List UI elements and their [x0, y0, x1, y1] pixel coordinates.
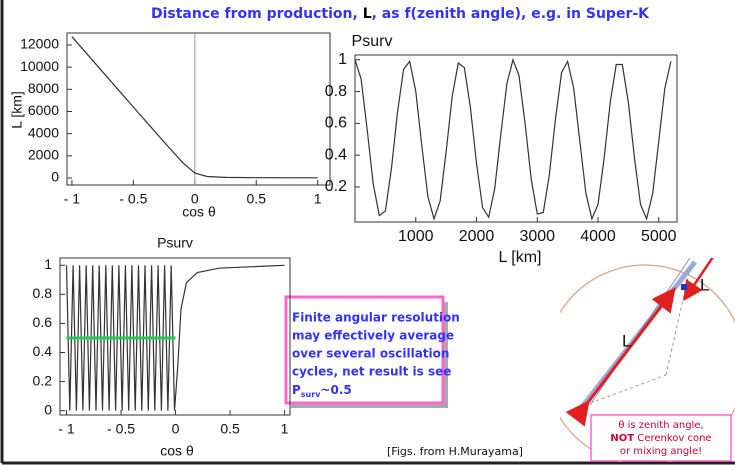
- y-tick-label: 0.4: [325, 146, 347, 163]
- data-line: [65, 264, 285, 411]
- data-line: [354, 57, 672, 221]
- x-tick-label: - 0.5: [119, 191, 147, 207]
- callout-text: may effectively average: [292, 329, 454, 343]
- callout-part: ~0.5: [320, 383, 351, 397]
- note-part: NOT: [610, 433, 634, 444]
- y-tick-label: 0: [51, 169, 59, 185]
- chart-title: Psurv: [157, 235, 193, 251]
- y-tick-label: 0: [44, 401, 52, 417]
- y-tick-label: 0.4: [33, 343, 53, 359]
- plot-frame: [354, 54, 678, 223]
- title-part: , as f(zenith angle), e.g. in Super-K: [372, 6, 651, 22]
- callout-box: [284, 295, 445, 405]
- path-arrow: [565, 287, 676, 427]
- y-tick-label: 1: [44, 256, 52, 272]
- x-tick-label: 0.5: [247, 191, 267, 207]
- zenith-diagram: [560, 258, 735, 462]
- chart-title: Psurv: [352, 33, 393, 50]
- y-axis-label: L [km]: [9, 91, 25, 129]
- x-axis-label: L [km]: [499, 249, 542, 266]
- note-part: Cerenkov cone: [634, 433, 711, 444]
- title-part: L: [363, 6, 372, 22]
- x-tick-label: 0: [191, 191, 199, 207]
- x-tick-label: - 1: [58, 421, 75, 437]
- x-axis-label: cos θ: [160, 443, 194, 459]
- x-tick-label: 4000: [580, 228, 616, 245]
- title-part: Distance from production,: [151, 6, 363, 22]
- callout-text: cycles, net result is see: [292, 365, 451, 379]
- x-tick-label: 1: [314, 191, 322, 207]
- diagram-label: L: [700, 275, 709, 294]
- note-text: NOT Cerenkov cone: [610, 433, 711, 444]
- y-tick-label: 0.6: [325, 115, 347, 132]
- x-tick-label: 5000: [641, 228, 677, 245]
- note-text: θ is zenith angle,: [618, 420, 703, 431]
- earth-circle: [560, 264, 735, 462]
- x-tick-label: - 1: [64, 191, 81, 207]
- x-tick-label: 0.5: [220, 421, 240, 437]
- note-box: [590, 414, 732, 462]
- y-tick-label: 10000: [20, 58, 59, 74]
- x-tick-label: 1000: [398, 228, 434, 245]
- x-tick-label: 2000: [459, 228, 495, 245]
- x-tick-label: 0: [172, 421, 180, 437]
- track-edge: [589, 258, 691, 406]
- detector: [681, 284, 687, 290]
- short-arrow: [683, 258, 714, 302]
- y-tick-label: 4000: [28, 124, 59, 140]
- y-tick-label: 0.8: [325, 83, 347, 100]
- data-line: [71, 36, 318, 179]
- y-tick-label: 0.2: [33, 372, 53, 388]
- note-text: or mixing angle!: [620, 446, 702, 457]
- callout-part: P: [292, 383, 301, 397]
- caption: [Figs. from H.Murayama]: [387, 445, 523, 458]
- y-tick-label: 0.6: [33, 314, 53, 330]
- y-tick-label: 1: [338, 51, 347, 68]
- x-tick-label: 1: [281, 421, 289, 437]
- callout-text: Finite angular resolution: [292, 311, 460, 325]
- y-tick-label: 0.2: [325, 178, 347, 195]
- x-tick-label: - 0.5: [107, 421, 135, 437]
- plot-frame: [66, 32, 331, 186]
- slide-title: Distance from production, L, as f(zenith…: [151, 6, 650, 22]
- y-tick-label: 2000: [28, 147, 59, 163]
- y-tick-label: 8000: [28, 80, 59, 96]
- y-tick-label: 12000: [20, 36, 59, 52]
- x-tick-label: 3000: [519, 228, 555, 245]
- y-tick-label: 6000: [28, 102, 59, 118]
- y-tick-label: 0.8: [33, 285, 53, 301]
- x-axis-label: cos θ: [182, 204, 216, 220]
- diagram-label: L: [622, 331, 631, 350]
- callout-part: surv: [301, 390, 321, 399]
- plot-frame: [59, 257, 291, 416]
- callout-text: Psurv~0.5: [292, 383, 352, 399]
- callout-text: over several oscillation: [292, 347, 449, 361]
